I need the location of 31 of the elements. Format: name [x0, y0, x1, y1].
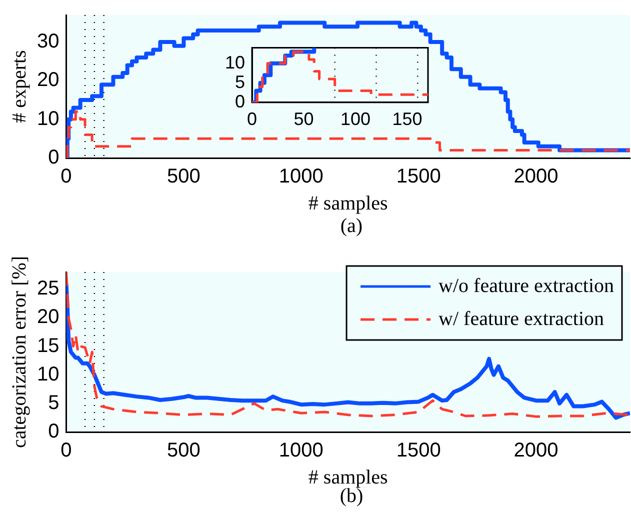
y-tick-label: 15	[36, 334, 60, 357]
x-tick-label: 1500	[396, 440, 441, 462]
y-tick-label: 0	[48, 420, 60, 443]
y-tick-label: 0	[48, 146, 60, 169]
x-tick-label: 500	[167, 166, 200, 188]
y-tick-label: 25	[36, 278, 60, 300]
y-tick-label: 20	[36, 306, 60, 328]
y-tick-label: 20	[36, 69, 60, 92]
legend-label: w/o feature extraction	[438, 274, 614, 297]
y-tick-label: 5	[235, 72, 246, 92]
y-tick-label: 10	[36, 363, 60, 386]
y-tick-label: 5	[48, 392, 60, 414]
x-tick-label: 50	[294, 109, 314, 130]
x-tick-label: 1000	[278, 440, 324, 462]
x-tick-label: 1500	[396, 166, 441, 188]
y-tick-label: 30	[36, 30, 60, 53]
y-axis-title: categorization error [%]	[8, 256, 30, 448]
x-tick-label: 1000	[278, 166, 324, 188]
legend-label: w/ feature extraction	[438, 308, 604, 330]
y-tick-label: 10	[224, 52, 246, 72]
x-axis-title: # samples	[308, 192, 388, 214]
text: (a)	[339, 214, 364, 238]
x-axis-title: # samples	[308, 466, 388, 488]
x-tick-label: 2000	[514, 166, 558, 188]
x-tick-label: 150	[392, 109, 422, 130]
y-tick-label: 0	[235, 91, 246, 112]
y-tick-label: 10	[36, 108, 60, 130]
x-tick-label: 500	[167, 440, 200, 462]
x-tick-label: 2000	[514, 440, 558, 462]
y-axis-title: # experts	[8, 50, 30, 123]
x-tick-label: 100	[340, 109, 371, 130]
